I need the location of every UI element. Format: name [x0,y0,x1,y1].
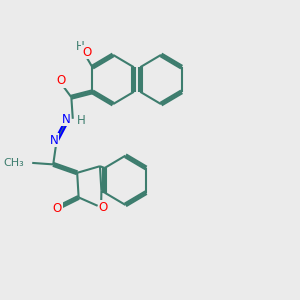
Text: O: O [82,46,91,59]
Text: O: O [98,201,107,214]
Text: CH₃: CH₃ [3,158,24,168]
Text: N: N [50,134,59,147]
Text: O: O [53,202,62,215]
Text: N: N [62,113,71,126]
Text: O: O [56,74,65,88]
Text: H: H [76,114,85,127]
Text: H: H [76,40,85,53]
